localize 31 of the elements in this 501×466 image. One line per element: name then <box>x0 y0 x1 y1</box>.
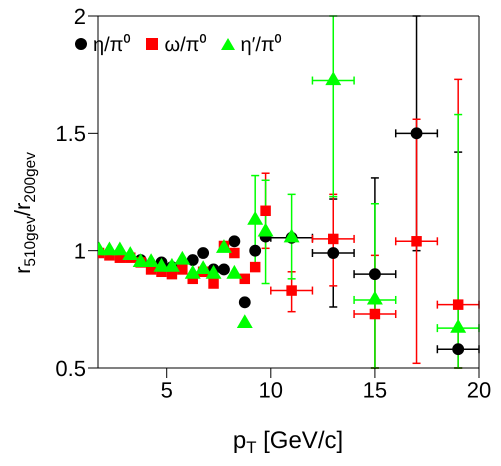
x-axis-title: p$_{T}$ [GeV/c] <box>232 427 344 458</box>
point <box>368 268 381 280</box>
point <box>229 248 240 258</box>
y-tick-label: 1.5 <box>55 121 86 146</box>
point <box>370 308 380 320</box>
y-tick-label: 0.5 <box>55 356 86 381</box>
x-tick-label: 5 <box>160 378 173 403</box>
point <box>186 254 199 266</box>
point <box>238 296 251 308</box>
y-tick-label: 1 <box>74 238 86 264</box>
point <box>260 206 271 216</box>
x-tick-label: 10 <box>258 378 284 403</box>
point <box>249 244 262 257</box>
legend-label: η′/π⁰ <box>240 33 282 57</box>
point <box>452 343 464 356</box>
x-tick-label: 15 <box>362 378 388 403</box>
x-tick-label: 20 <box>466 378 492 403</box>
point <box>410 127 422 140</box>
point <box>452 299 464 310</box>
legend-label: ω/π⁰ <box>164 33 206 57</box>
point <box>218 264 230 276</box>
point <box>286 285 297 296</box>
point <box>328 234 339 244</box>
point <box>240 274 250 284</box>
point <box>327 247 340 259</box>
point <box>411 236 422 247</box>
point <box>228 235 240 248</box>
y-tick-label: 2 <box>74 4 86 29</box>
point <box>250 262 260 272</box>
point <box>208 278 219 289</box>
point <box>197 247 210 259</box>
